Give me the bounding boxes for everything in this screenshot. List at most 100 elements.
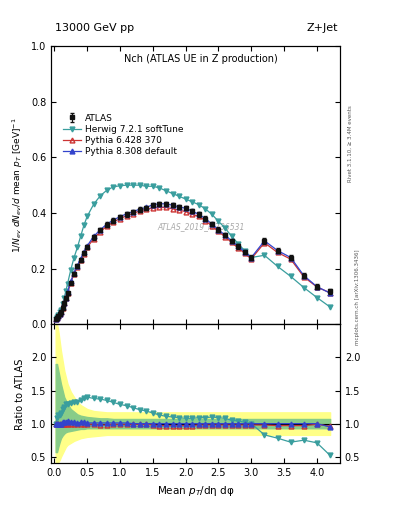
Herwig 7.2.1 softTune [242, 248, 247, 254]
Pythia 8.308 default [131, 208, 136, 215]
Pythia 6.428 370 [118, 216, 122, 222]
Herwig 7.2.1 softTune [124, 182, 129, 188]
Herwig 7.2.1 softTune [72, 254, 76, 261]
Pythia 8.308 default [85, 243, 90, 249]
Pythia 8.308 default [98, 227, 103, 233]
Pythia 8.308 default [229, 238, 234, 244]
Pythia 6.428 370 [209, 223, 214, 229]
Herwig 7.2.1 softTune [275, 263, 280, 269]
Pythia 6.428 370 [301, 274, 306, 280]
Herwig 7.2.1 softTune [92, 201, 96, 207]
Herwig 7.2.1 softTune [262, 252, 267, 259]
Pythia 8.308 default [105, 221, 109, 227]
Pythia 6.428 370 [275, 249, 280, 255]
Pythia 8.308 default [55, 314, 59, 321]
Pythia 8.308 default [170, 202, 175, 208]
Pythia 8.308 default [288, 254, 293, 261]
Herwig 7.2.1 softTune [190, 199, 195, 205]
Herwig 7.2.1 softTune [82, 222, 86, 228]
Herwig 7.2.1 softTune [144, 183, 149, 189]
Herwig 7.2.1 softTune [65, 281, 70, 287]
Pythia 6.428 370 [55, 314, 59, 321]
Herwig 7.2.1 softTune [223, 225, 228, 231]
Herwig 7.2.1 softTune [105, 187, 109, 193]
Pythia 8.308 default [262, 238, 267, 244]
Pythia 6.428 370 [62, 300, 66, 306]
Pythia 8.308 default [151, 202, 155, 208]
Pythia 8.308 default [78, 255, 83, 262]
Herwig 7.2.1 softTune [56, 312, 61, 318]
Herwig 7.2.1 softTune [62, 295, 66, 301]
Pythia 8.308 default [183, 205, 188, 211]
Legend: ATLAS, Herwig 7.2.1 softTune, Pythia 6.428 370, Pythia 8.308 default: ATLAS, Herwig 7.2.1 softTune, Pythia 6.4… [61, 112, 185, 158]
Herwig 7.2.1 softTune [249, 254, 253, 261]
Pythia 8.308 default [216, 227, 221, 233]
Pythia 6.428 370 [288, 256, 293, 262]
Pythia 6.428 370 [157, 204, 162, 210]
Pythia 8.308 default [157, 201, 162, 207]
Pythia 8.308 default [203, 216, 208, 222]
Pythia 8.308 default [64, 294, 68, 301]
Pythia 8.308 default [242, 249, 247, 255]
Pythia 8.308 default [56, 313, 61, 319]
Pythia 6.428 370 [72, 270, 76, 276]
Text: Rivet 3.1.10, ≥ 3.4M events: Rivet 3.1.10, ≥ 3.4M events [348, 105, 353, 182]
Pythia 6.428 370 [78, 257, 83, 263]
Herwig 7.2.1 softTune [288, 273, 293, 280]
Pythia 8.308 default [62, 300, 66, 306]
Pythia 8.308 default [124, 211, 129, 217]
Pythia 8.308 default [138, 206, 142, 212]
Pythia 8.308 default [82, 249, 86, 255]
Pythia 6.428 370 [82, 250, 86, 257]
Pythia 8.308 default [57, 311, 62, 317]
Line: Herwig 7.2.1 softTune: Herwig 7.2.1 softTune [53, 183, 332, 322]
Pythia 6.428 370 [111, 219, 116, 225]
Pythia 8.308 default [196, 211, 201, 218]
Text: Nch (ATLAS UE in Z production): Nch (ATLAS UE in Z production) [125, 54, 278, 65]
Pythia 8.308 default [209, 221, 214, 227]
Line: Pythia 8.308 default: Pythia 8.308 default [53, 201, 332, 322]
Herwig 7.2.1 softTune [328, 304, 332, 310]
Pythia 6.428 370 [328, 290, 332, 296]
Pythia 8.308 default [301, 272, 306, 279]
Pythia 8.308 default [163, 201, 168, 207]
Herwig 7.2.1 softTune [68, 267, 73, 273]
Pythia 8.308 default [72, 269, 76, 275]
Pythia 6.428 370 [98, 228, 103, 234]
Pythia 8.308 default [177, 204, 182, 210]
Herwig 7.2.1 softTune [183, 196, 188, 202]
Herwig 7.2.1 softTune [170, 190, 175, 197]
Pythia 6.428 370 [75, 264, 80, 270]
Pythia 6.428 370 [105, 223, 109, 229]
Herwig 7.2.1 softTune [209, 211, 214, 218]
Herwig 7.2.1 softTune [157, 185, 162, 191]
Pythia 6.428 370 [262, 240, 267, 246]
Pythia 8.308 default [53, 316, 58, 323]
Pythia 6.428 370 [183, 208, 188, 215]
Pythia 8.308 default [92, 233, 96, 240]
Pythia 6.428 370 [223, 234, 228, 240]
Pythia 8.308 default [59, 309, 63, 315]
Herwig 7.2.1 softTune [216, 218, 221, 224]
Pythia 6.428 370 [92, 236, 96, 242]
Pythia 6.428 370 [144, 206, 149, 212]
Pythia 6.428 370 [163, 204, 168, 210]
Pythia 8.308 default [75, 263, 80, 269]
Herwig 7.2.1 softTune [55, 314, 59, 320]
Pythia 8.308 default [60, 304, 65, 310]
Herwig 7.2.1 softTune [177, 193, 182, 199]
Pythia 6.428 370 [236, 245, 241, 251]
Herwig 7.2.1 softTune [118, 183, 122, 189]
Pythia 8.308 default [144, 204, 149, 210]
Herwig 7.2.1 softTune [301, 285, 306, 291]
Pythia 6.428 370 [190, 211, 195, 218]
Herwig 7.2.1 softTune [138, 182, 142, 188]
Pythia 6.428 370 [177, 207, 182, 214]
Pythia 6.428 370 [68, 280, 73, 286]
Pythia 8.308 default [275, 247, 280, 253]
Pythia 6.428 370 [124, 212, 129, 219]
Herwig 7.2.1 softTune [236, 241, 241, 247]
Pythia 6.428 370 [229, 240, 234, 246]
Herwig 7.2.1 softTune [59, 307, 63, 313]
Pythia 6.428 370 [315, 284, 320, 290]
